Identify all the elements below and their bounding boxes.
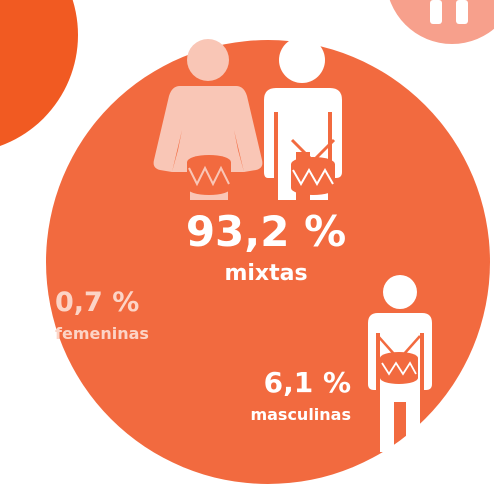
- stat-value: 6,1 %: [264, 366, 351, 399]
- stat-label: femeninas: [55, 324, 149, 343]
- stat-label: mixtas: [224, 261, 307, 286]
- icon-fragment: [456, 0, 468, 24]
- icon-fragment: [430, 0, 442, 24]
- corner-circle: [0, 0, 78, 146]
- drum: [184, 134, 232, 195]
- stat-value: 93,2 %: [186, 207, 346, 256]
- woman-figure: [153, 39, 263, 200]
- drum: [377, 335, 421, 384]
- stat-value: 0,7 %: [55, 287, 139, 318]
- stat-label: masculinas: [250, 405, 351, 424]
- drum: [290, 138, 336, 195]
